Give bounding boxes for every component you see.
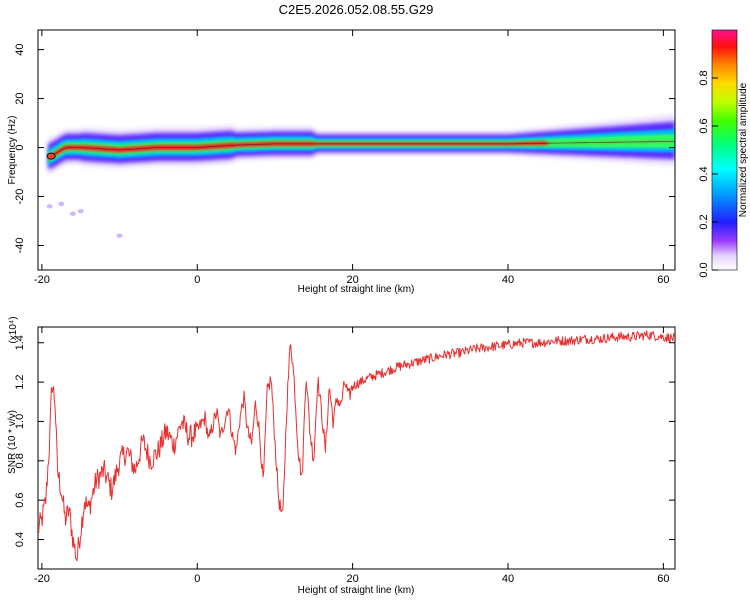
heatmap-ridge-line bbox=[49, 141, 675, 158]
colorbar-tick-label: 0.8 bbox=[698, 70, 710, 85]
snr-ticks: -20 0 20 40 60 1.4 1.2 1.0 0.8 0.6 0.4 bbox=[14, 327, 675, 585]
heatmap-outlier-speck bbox=[58, 201, 65, 207]
spectrogram-xlabel: Height of straight line (km) bbox=[298, 284, 415, 295]
snr-xtick-label: 0 bbox=[194, 573, 200, 585]
spectrogram-xtick-label: -20 bbox=[34, 274, 50, 286]
snr-series-line bbox=[38, 330, 675, 562]
colorbar-tick-label: 0.2 bbox=[698, 214, 710, 229]
spectrogram-ytick-label: 40 bbox=[14, 43, 26, 55]
snr-ylabel: SNR (10 * v/v) bbox=[7, 410, 18, 474]
spectrogram-ytick-label: 0 bbox=[14, 144, 26, 150]
spectrogram-xtick-label: 0 bbox=[194, 274, 200, 286]
spectrogram-ytick-label: -40 bbox=[14, 238, 26, 254]
heatmap-outlier-speck bbox=[69, 211, 76, 216]
spectrogram-ticks: -20 0 20 40 60 40 20 0 -20 -40 bbox=[14, 30, 675, 286]
spectrogram-ytick-label: -20 bbox=[14, 189, 26, 205]
snr-ytick-label: 0.6 bbox=[14, 492, 26, 507]
spectrogram-frame bbox=[37, 29, 676, 271]
heatmap-outlier-speck bbox=[116, 233, 123, 238]
snr-xlabel: Height of straight line (km) bbox=[298, 585, 415, 596]
colorbar-gradient bbox=[711, 29, 738, 271]
colorbar: 0.0 0.2 0.4 0.6 0.8 Normalized spectral ampl… bbox=[698, 29, 749, 278]
colorbar-tick-label: 0.6 bbox=[698, 118, 710, 133]
snr-panel: -20 0 20 40 60 1.4 1.2 1.0 0.8 0.6 0.4 (x10⁴) Heig… bbox=[7, 316, 676, 596]
snr-xtick-label: 60 bbox=[657, 573, 669, 585]
snr-ytick-label: 1.0 bbox=[14, 414, 26, 429]
snr-ytick-label: 0.4 bbox=[14, 532, 26, 547]
heatmap-band-level-4 bbox=[48, 134, 675, 162]
spectrogram-xtick-label: 40 bbox=[502, 274, 514, 286]
spectrogram-heatmap bbox=[46, 114, 675, 238]
snr-ytick-label: 1.2 bbox=[14, 374, 26, 389]
chart-title: C2E5.2026.052.08.55.G29 bbox=[279, 2, 434, 17]
heatmap-outlier-speck bbox=[77, 209, 84, 214]
snr-xtick-label: 40 bbox=[502, 573, 514, 585]
snr-ytick-label: 1.4 bbox=[14, 335, 26, 350]
snr-xtick-label: 20 bbox=[346, 573, 358, 585]
snr-ytick-label: 0.8 bbox=[14, 453, 26, 468]
snr-scale-note: (x10⁴) bbox=[8, 316, 19, 343]
colorbar-label: Normalized spectral amplitude bbox=[738, 82, 749, 217]
heatmap-start-blob bbox=[46, 152, 56, 160]
spectrogram-ylabel: Frequency (Hz) bbox=[7, 116, 18, 185]
spectrogram-panel: -20 0 20 40 60 40 20 0 -20 -40 Height of straight… bbox=[7, 29, 676, 295]
snr-frame bbox=[37, 326, 676, 570]
colorbar-tick-label: 0.0 bbox=[698, 262, 710, 277]
heatmap-outlier-speck bbox=[46, 204, 53, 209]
spectrogram-xtick-label: 20 bbox=[346, 274, 358, 286]
snr-xtick-label: -20 bbox=[34, 573, 50, 585]
spectrogram-xtick-label: 60 bbox=[657, 274, 669, 286]
heatmap-band-level-5 bbox=[48, 141, 675, 160]
colorbar-tick-label: 0.4 bbox=[698, 166, 710, 181]
spectrogram-ytick-label: 20 bbox=[14, 92, 26, 104]
